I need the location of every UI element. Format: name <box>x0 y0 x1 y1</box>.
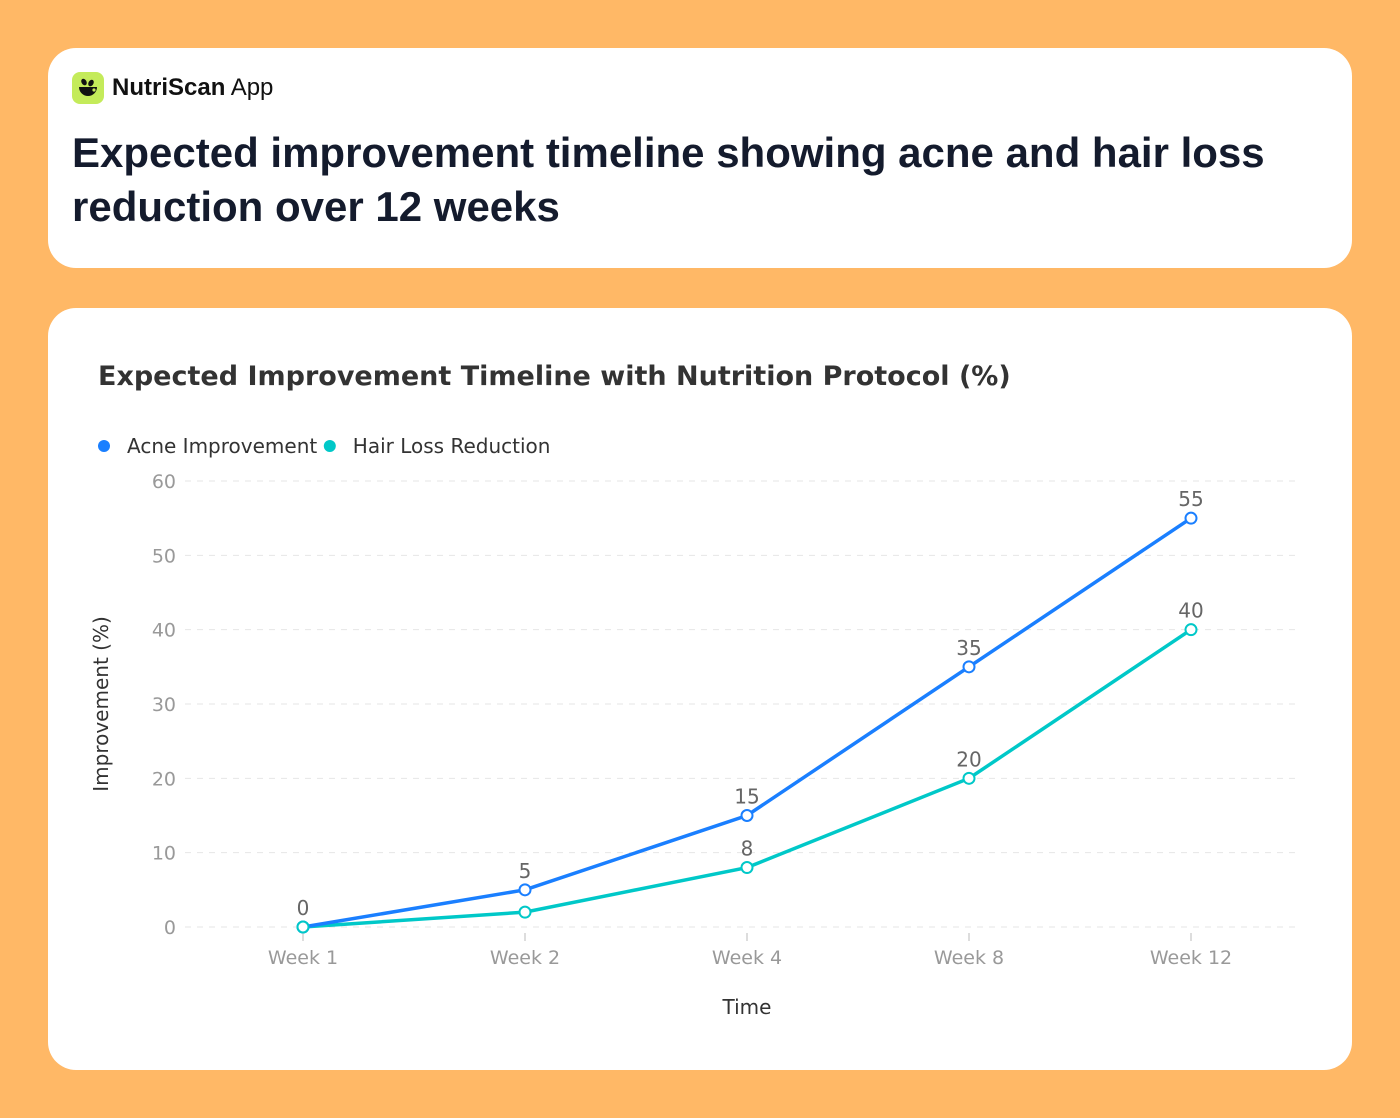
app-name: NutriScan App <box>112 74 273 102</box>
page-title: Expected improvement timeline showing ac… <box>72 129 1265 230</box>
x-tick-label: Week 1 <box>268 947 338 969</box>
data-point <box>740 861 754 875</box>
chart-title: Expected Improvement Timeline with Nutri… <box>98 361 1011 392</box>
chart-card: Expected Improvement Timeline with Nutri… <box>48 308 1352 1070</box>
data-point <box>1184 623 1198 637</box>
y-tick-label: 40 <box>152 620 176 642</box>
x-tick-label: Week 8 <box>934 947 1004 969</box>
y-tick-label: 60 <box>152 471 176 493</box>
data-label: 0 <box>297 896 310 920</box>
data-label: 40 <box>1178 599 1203 623</box>
data-label: 55 <box>1178 487 1203 511</box>
y-tick-label: 0 <box>164 917 176 939</box>
x-axis-label: Time <box>722 995 772 1019</box>
y-axis-label: Improvement (%) <box>89 616 113 792</box>
bowl-leaf-icon <box>72 72 104 104</box>
legend-label: Acne Improvement <box>127 434 317 458</box>
legend-label: Hair Loss Reduction <box>353 434 551 458</box>
legend-marker <box>98 440 110 452</box>
data-label: 35 <box>956 636 981 660</box>
header-card: NutriScan App Expected improvement timel… <box>48 48 1352 268</box>
y-tick-label: 20 <box>152 768 176 790</box>
data-label: 8 <box>741 837 754 861</box>
data-point <box>1184 511 1198 525</box>
y-tick-label: 50 <box>152 545 176 567</box>
y-tick-label: 10 <box>152 843 176 865</box>
data-point <box>518 905 532 919</box>
series-line <box>302 628 1192 929</box>
data-label: 20 <box>956 747 981 771</box>
brand: NutriScan App <box>72 72 273 104</box>
data-point <box>962 660 976 674</box>
data-label: 5 <box>519 859 532 883</box>
data-point <box>962 771 976 785</box>
data-point <box>518 883 532 897</box>
app-name-light: App <box>230 74 274 101</box>
x-tick-label: Week 12 <box>1150 947 1232 969</box>
x-tick-label: Week 4 <box>712 947 782 969</box>
line-chart: Expected Improvement Timeline with Nutri… <box>89 361 1297 1019</box>
app-name-bold: NutriScan <box>112 74 226 101</box>
data-point <box>740 809 754 822</box>
y-tick-label: 30 <box>152 694 176 716</box>
data-point <box>296 920 310 934</box>
legend-marker <box>323 440 336 452</box>
x-tick-label: Week 2 <box>490 947 560 969</box>
data-label: 15 <box>734 785 759 809</box>
